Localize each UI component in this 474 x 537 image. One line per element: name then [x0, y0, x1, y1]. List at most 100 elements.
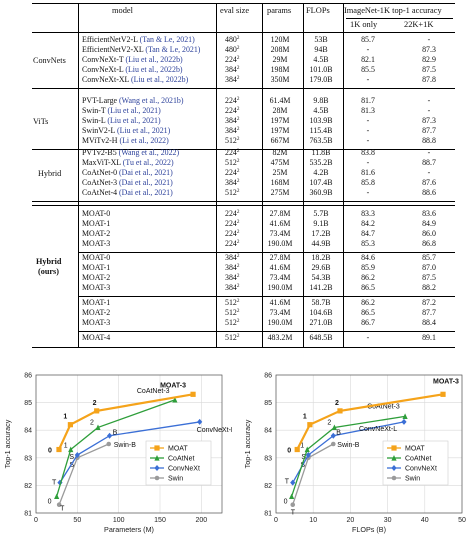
cell-acc-1k: 81.7 — [361, 96, 375, 105]
data-point-moat — [190, 391, 196, 397]
cell-params: 190.0M — [267, 239, 293, 248]
point-label: 2 — [327, 419, 331, 426]
cell-acc-1k: 81.3 — [361, 106, 375, 115]
cell-eval-size: 3842 — [225, 116, 240, 125]
data-point-moat — [94, 408, 100, 414]
series-line-coatnet — [56, 399, 176, 497]
cell-params: 168M — [270, 178, 290, 187]
header-22k: 22K+1K — [404, 20, 434, 29]
cell-flops: 141.2B — [309, 283, 333, 292]
model-name: MOAT-4 — [82, 333, 111, 342]
model-citation-link[interactable]: (Tu et al., 2022) — [120, 158, 174, 167]
eval-size-exponent: 2 — [236, 298, 240, 304]
cell-model: MOAT-0 — [82, 210, 110, 218]
point-label: T — [285, 479, 290, 486]
model-citation-link[interactable]: (Li et al., 2022) — [117, 136, 169, 145]
column-separator — [343, 3, 344, 347]
cell-params: 29M — [272, 55, 288, 64]
cell-eval-size: 4802 — [225, 45, 239, 54]
top-rule — [32, 3, 455, 4]
model-citation-link[interactable]: (Dai et al., 2021) — [117, 178, 173, 187]
cell-acc-22k: 87.2 — [422, 298, 436, 307]
cell-params: 350M — [270, 75, 290, 84]
model-name: MOAT-1 — [82, 263, 111, 272]
params-chart: 81 82 83 84 85 86 0 50 100 150 200 Parameters (M) To… — [0, 365, 232, 537]
model-citation-link[interactable]: (Liu et al., 2021) — [115, 126, 171, 135]
cell-acc-22k: 86.0 — [422, 229, 436, 238]
cell-eval-size: 2242 — [225, 229, 239, 238]
cell-eval-size: 2242 — [225, 148, 239, 157]
cell-eval-size: 2242 — [225, 55, 240, 64]
cell-flops: 4.5B — [313, 106, 329, 115]
series-line-coatnet — [291, 415, 406, 497]
legend-label: Swin — [168, 476, 183, 483]
model-citation-link[interactable]: (Dai et al., 2021) — [117, 188, 173, 197]
model-citation-link[interactable]: (Liu et al., 2021) — [105, 106, 161, 115]
model-name: CoAtNet-3 — [82, 178, 118, 187]
cell-eval-size: 3842 — [225, 126, 239, 135]
cell-flops: 29.6B — [311, 263, 331, 272]
model-citation-link[interactable]: (Liu et al., 2022b) — [123, 55, 183, 64]
legend-label: CoAtNet — [168, 456, 195, 463]
cell-flops: 179.0B — [309, 75, 333, 84]
model-citation-link[interactable]: (Dai et al., 2021) — [117, 168, 173, 177]
cell-acc-1k: - — [366, 188, 370, 197]
data-point-convnext — [401, 418, 407, 425]
cell-params: 41.6M — [269, 263, 291, 272]
point-label: S — [301, 454, 306, 461]
cell-flops: 648.5B — [309, 333, 333, 342]
eval-size-exponent: 2 — [236, 116, 240, 122]
column-separator — [78, 3, 79, 347]
eval-size-value: 224 — [225, 168, 237, 177]
point-label: MOAT-3 — [160, 382, 186, 389]
y-tick-label: 82 — [264, 483, 272, 490]
eval-size-value: 224 — [225, 106, 237, 115]
cell-params: 190.0M — [267, 283, 293, 292]
cell-acc-22k: 87.3 — [422, 45, 436, 54]
eval-size-value: 224 — [225, 96, 237, 105]
model-name: CoAtNet-0 — [82, 168, 118, 177]
model-citation-link[interactable]: (Wang et al., 2022) — [116, 148, 180, 157]
data-point-moat — [67, 422, 73, 428]
data-point-convnext — [305, 452, 311, 459]
group-label-ours-sub: (ours) — [38, 267, 59, 276]
point-label: CoAtNet-3 — [367, 403, 400, 410]
point-label: T — [52, 480, 57, 487]
cell-model: MOAT-3 — [82, 240, 110, 248]
cell-params: 475M — [270, 158, 290, 167]
model-name: Swin-T — [82, 106, 106, 115]
cell-flops: 94B — [314, 45, 328, 54]
model-citation-link[interactable]: (Tan & Le, 2021) — [137, 35, 195, 44]
eval-size-exponent: 2 — [236, 55, 240, 61]
eval-size-value: 384 — [225, 253, 237, 262]
group-rule — [32, 88, 455, 89]
ours-block-rule — [78, 331, 455, 332]
cell-eval-size: 2242 — [225, 209, 239, 218]
data-point-swin — [290, 502, 296, 508]
cell-acc-1k: - — [366, 333, 370, 342]
model-citation-link[interactable]: (Liu et al., 2022b) — [129, 75, 189, 84]
eval-size-value: 384 — [225, 126, 237, 135]
model-citation-link[interactable]: (Wang et al., 2021b) — [117, 96, 184, 105]
y-tick-label: 85 — [24, 400, 32, 407]
group-label-hybrid: Hybrid — [38, 169, 62, 178]
model-name: MOAT-2 — [82, 229, 111, 238]
cell-model: ConvNeXt-XL (Liu et al., 2022b) — [82, 76, 188, 84]
model-citation-link[interactable]: (Liu et al., 2022b) — [123, 65, 183, 74]
cell-model: MOAT-3 — [82, 319, 110, 327]
cell-acc-1k: 85.7 — [361, 35, 375, 44]
x-tick-label: 10 — [309, 517, 317, 524]
eval-size-exponent: 2 — [236, 65, 240, 71]
cell-eval-size: 3842 — [225, 253, 239, 262]
group-label-convnets: ConvNets — [33, 56, 66, 65]
model-citation-link[interactable]: (Tan & Le, 2021) — [143, 45, 201, 54]
cell-flops: 58.7B — [311, 298, 331, 307]
y-axis-label: Top-1 accuracy — [3, 419, 12, 468]
cell-model: EfficientNetV2-L (Tan & Le, 2021) — [82, 36, 195, 44]
point-label: S — [69, 462, 74, 469]
eval-size-value: 512 — [225, 158, 237, 167]
x-tick-label: 30 — [384, 517, 392, 524]
model-citation-link[interactable]: (Liu et al., 2021) — [105, 116, 161, 125]
data-point-coatnet — [289, 493, 295, 500]
eval-size-exponent: 2 — [236, 263, 240, 269]
